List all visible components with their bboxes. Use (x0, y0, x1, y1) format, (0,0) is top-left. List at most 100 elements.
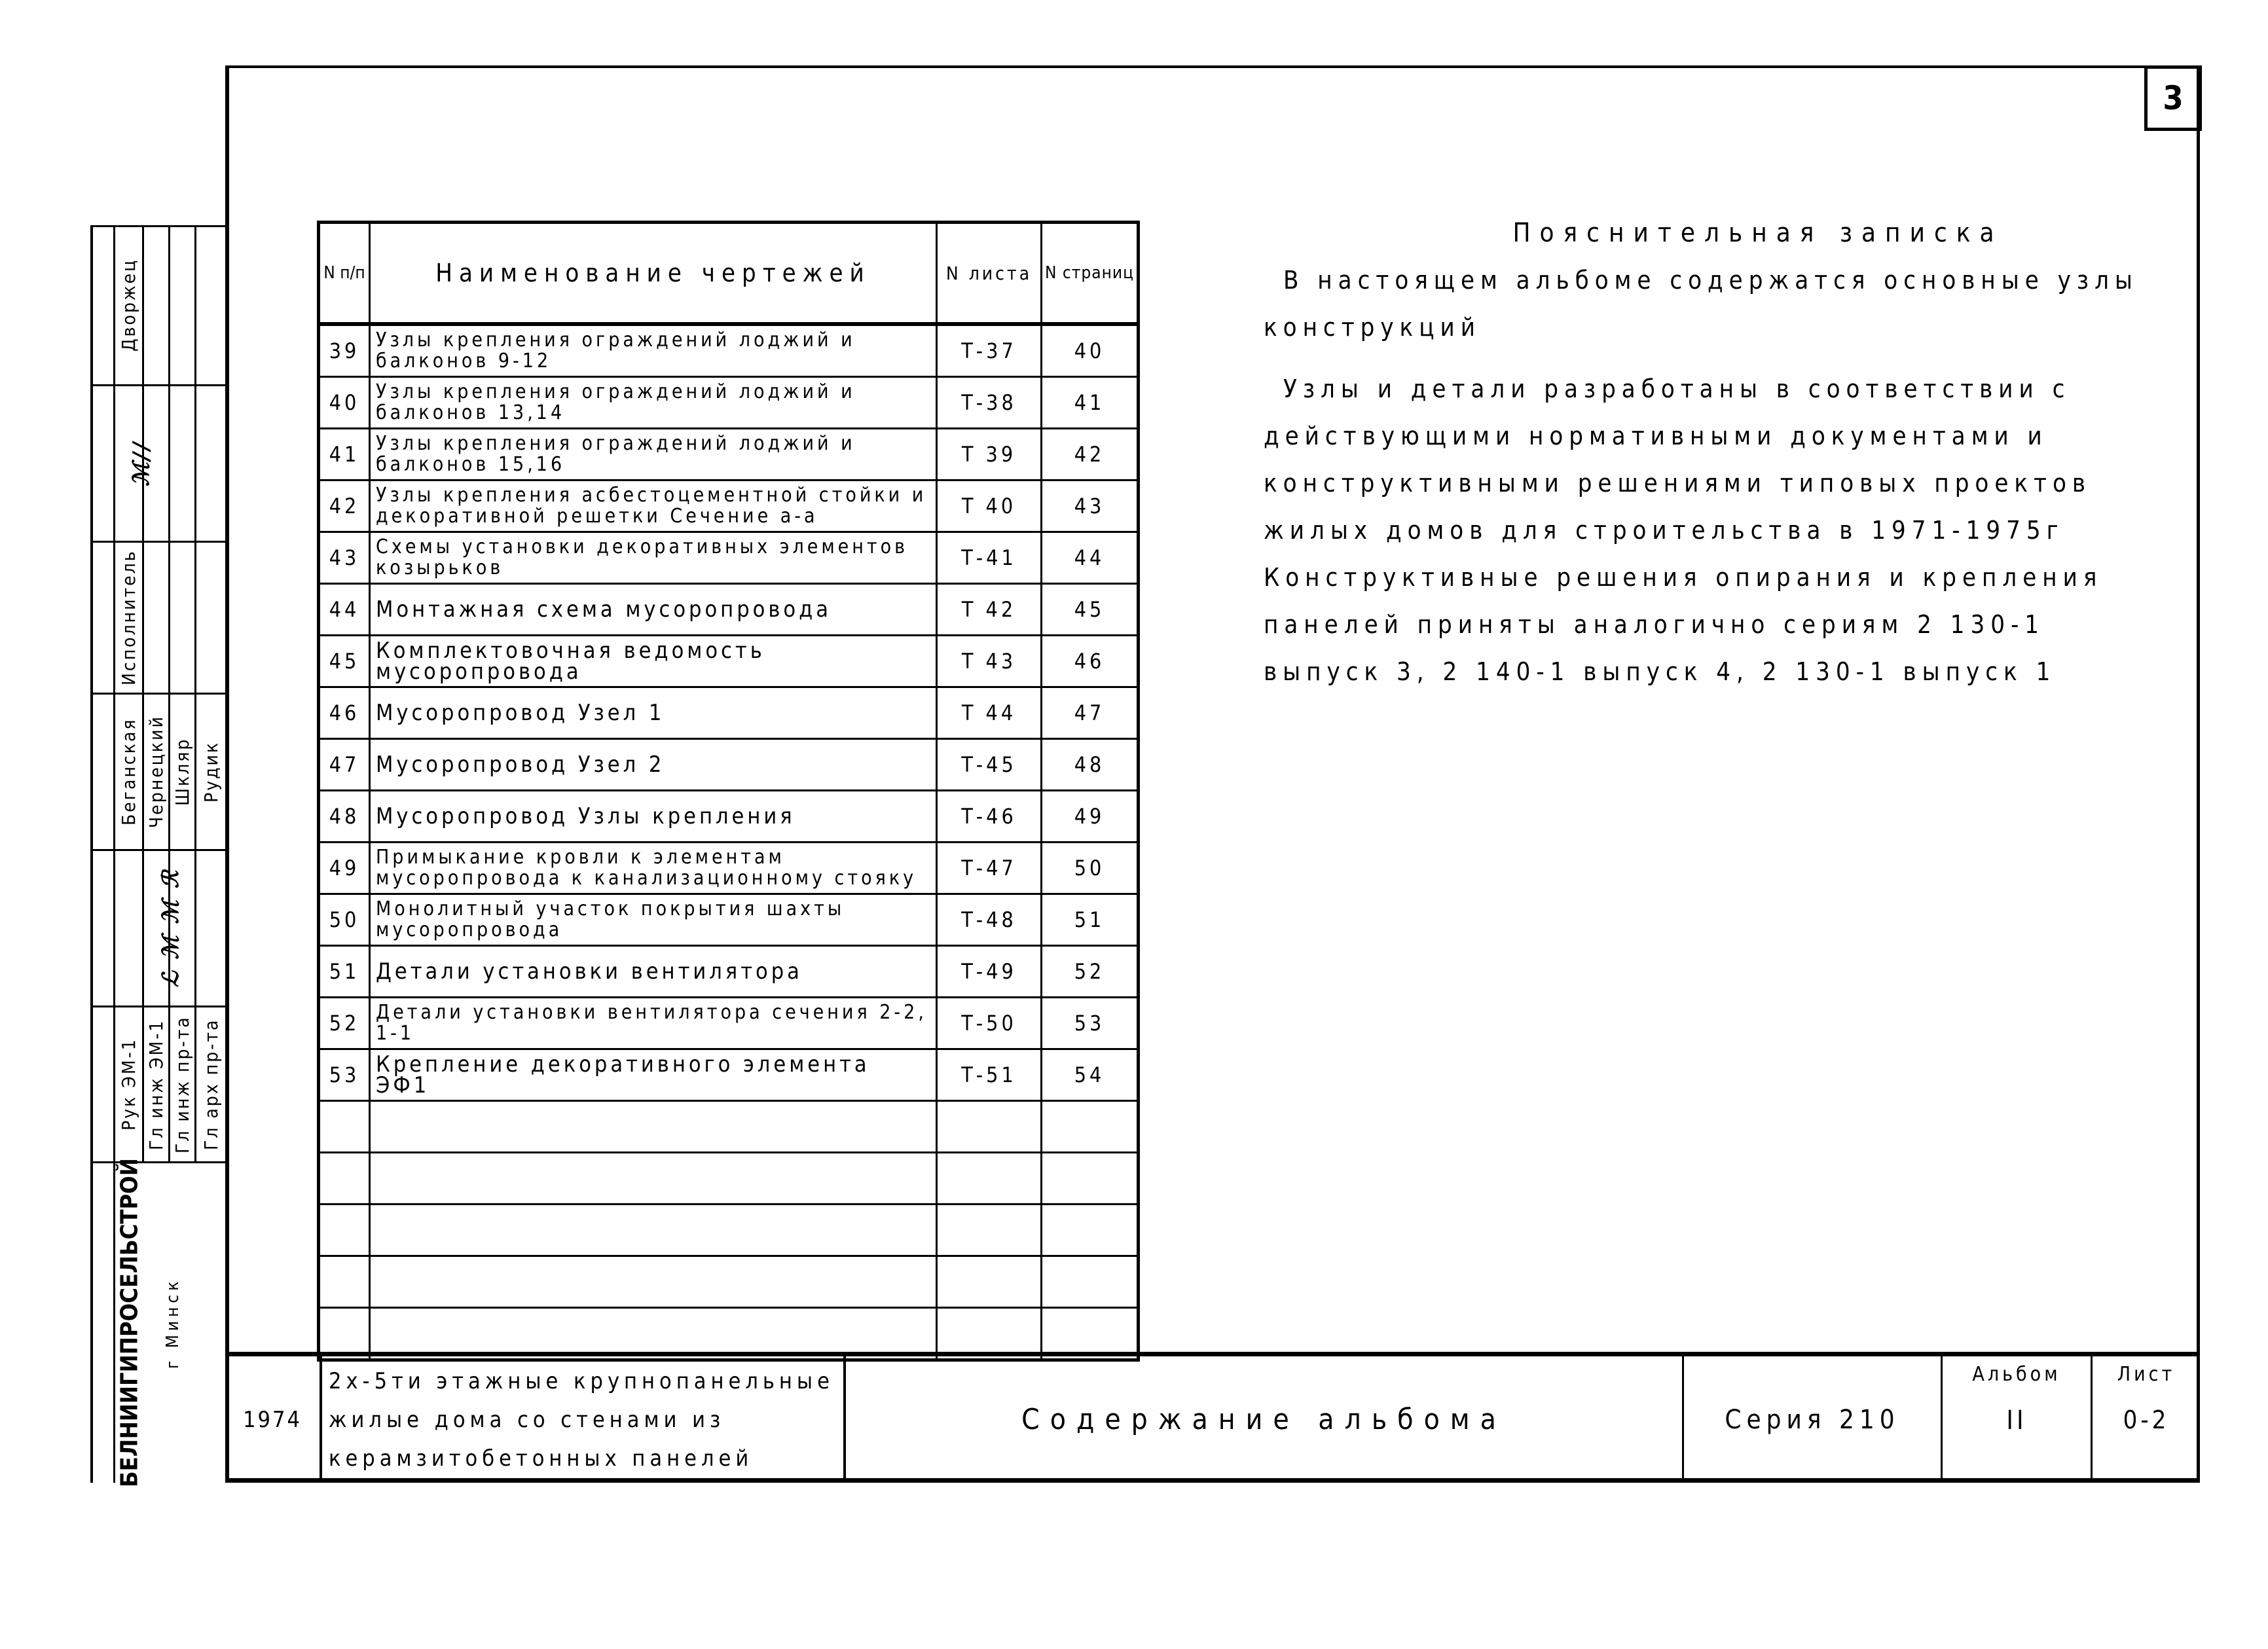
approver-name: Шкляр (172, 737, 193, 806)
row-number: 45 (318, 634, 371, 688)
signature: ℳ∕∕ (128, 440, 155, 487)
page-number-cell: 40 (1040, 323, 1139, 378)
approver-name: Чернецкий (145, 715, 167, 829)
album-value: II (2006, 1405, 2027, 1436)
table-row: 41 Узлы крепления ограждений лоджий и бал… (318, 427, 1139, 481)
empty-cell (1040, 1100, 1139, 1153)
page-number-cell: 48 (1040, 738, 1139, 791)
row-number: 50 (318, 893, 371, 947)
approval-stamp: Дворжец ℳ∕∕ Исполнитель Беганская Чернец… (90, 225, 228, 1488)
row-number: 39 (318, 323, 371, 378)
empty-cell (369, 1203, 938, 1257)
page-number-cell: 51 (1040, 893, 1139, 947)
header-name: Наименование чертежей (369, 221, 938, 325)
empty-cell (1040, 1151, 1139, 1205)
approver-name: Рудик (200, 740, 222, 803)
drawing-name: Монтажная схема мусоропровода (369, 583, 938, 636)
sheet-number: Т 42 (936, 583, 1042, 636)
table-row: 51 Детали установки вентилятора Т-49 52 (318, 945, 1139, 998)
note-paragraph: Узлы и детали разработаны в соответствии… (1264, 374, 2103, 686)
empty-cell (936, 1151, 1042, 1205)
series: Серия 210 (1682, 1356, 1941, 1483)
sheet-number: Т-50 (936, 996, 1042, 1050)
organization-name: БЕЛНИИГИПРОСЕЛЬСТРОЙ (116, 1158, 143, 1488)
page-number-cell: 54 (1040, 1048, 1139, 1102)
sheet-number: Т 43 (936, 634, 1042, 688)
table-row: 39 Узлы крепления ограждений лоджий и бал… (318, 323, 1139, 378)
drawing-name: Примыкание кровли к элементам мусоропров… (369, 841, 938, 895)
empty-row (318, 1100, 1139, 1153)
row-number: 49 (318, 841, 371, 895)
empty-cell (318, 1151, 371, 1205)
sheet-number: Т-47 (936, 841, 1042, 895)
row-number: 43 (318, 531, 371, 585)
sheet-number: Т-45 (936, 738, 1042, 791)
empty-cell (369, 1100, 938, 1153)
table-row: 48 Мусоропровод Узлы крепления Т-46 49 (318, 789, 1139, 843)
drawing-name: Монолитный участок покрытия шахты мусоро… (369, 893, 938, 947)
sheet-label: Лист (2117, 1363, 2176, 1386)
approver-role: Гл инж пр-та (172, 1015, 193, 1153)
row-number: 40 (318, 376, 371, 429)
project-line: керамзитобетонных панелей (329, 1445, 754, 1472)
album-cell: Альбом II (1941, 1356, 2091, 1483)
sheet-number: Т-41 (936, 531, 1042, 585)
project-line: жилые дома со стенами из (329, 1406, 725, 1433)
empty-cell (936, 1203, 1042, 1257)
empty-cell (318, 1255, 371, 1309)
table-row: 52 Детали установки вентилятора сечения 2… (318, 996, 1139, 1050)
drawing-frame (225, 65, 2200, 1483)
title-block: 1974 2х-5ти этажные крупнопанельные жилы… (225, 1352, 2200, 1483)
empty-row (318, 1203, 1139, 1257)
table-row: 53 Крепление декоративного элемента ЭФ1 Т-… (318, 1048, 1139, 1102)
drawing-name: Детали установки вентилятора (369, 945, 938, 998)
table-header: N п/п Наименование чертежей N листа N ст… (318, 221, 1139, 325)
table-row: 47 Мусоропровод Узел 2 Т-45 48 (318, 738, 1139, 791)
author-name: Дворжец (118, 258, 139, 352)
sheet-number: Т-38 (936, 376, 1042, 429)
sheet-number: Т-48 (936, 893, 1042, 947)
page-number-cell: 47 (1040, 686, 1139, 740)
drawing-name: Мусоропровод Узлы крепления (369, 789, 938, 843)
row-number: 52 (318, 996, 371, 1050)
empty-cell (936, 1255, 1042, 1309)
row-number: 44 (318, 583, 371, 636)
city: г Минск (163, 1277, 183, 1369)
contents-table: N п/п Наименование чертежей N листа N ст… (317, 221, 1140, 1362)
sheet-number: Т 40 (936, 479, 1042, 533)
approver-role: Гл инж ЭМ-1 (145, 1019, 167, 1150)
row-number: 51 (318, 945, 371, 998)
empty-cell (1040, 1203, 1139, 1257)
project-name: 2х-5ти этажные крупнопанельные жилые дом… (320, 1356, 843, 1483)
page-number-cell: 52 (1040, 945, 1139, 998)
page-number: 3 (2144, 65, 2202, 131)
row-number: 41 (318, 427, 371, 481)
drawing-name: Мусоропровод Узел 1 (369, 686, 938, 740)
drawing-name: Мусоропровод Узел 2 (369, 738, 938, 791)
table-row: 50 Монолитный участок покрытия шахты мусо… (318, 893, 1139, 947)
page-number-cell: 44 (1040, 531, 1139, 585)
row-number: 47 (318, 738, 371, 791)
approver-role: Рук ЭМ-1 (118, 1038, 139, 1131)
drawing-name: Детали установки вентилятора сечения 2-2… (369, 996, 938, 1050)
header-sheet: N листа (936, 221, 1042, 325)
sheet-number: Т-51 (936, 1048, 1042, 1102)
page-number-cell: 46 (1040, 634, 1139, 688)
row-number: 42 (318, 479, 371, 533)
drawing-name: Схемы установки декоративных элементов к… (369, 531, 938, 585)
empty-cell (369, 1255, 938, 1309)
sheet-number: Т 44 (936, 686, 1042, 740)
page-number-cell: 43 (1040, 479, 1139, 533)
header-num: N п/п (318, 221, 371, 325)
note-paragraph: В настоящем альбоме содержатся основные … (1264, 266, 2138, 342)
year: 1974 (243, 1406, 302, 1433)
table-row: 45 Комплектовочная ведомость мусоропровод… (318, 634, 1139, 688)
row-number: 48 (318, 789, 371, 843)
page-number-cell: 45 (1040, 583, 1139, 636)
project-line: 2х-5ти этажные крупнопанельные (329, 1368, 834, 1394)
drawing-name: Узлы крепления ограждений лоджий и балко… (369, 376, 938, 429)
page-number-cell: 50 (1040, 841, 1139, 895)
drawing-name: Узлы крепления ограждений лоджий и балко… (369, 427, 938, 481)
row-number: 53 (318, 1048, 371, 1102)
